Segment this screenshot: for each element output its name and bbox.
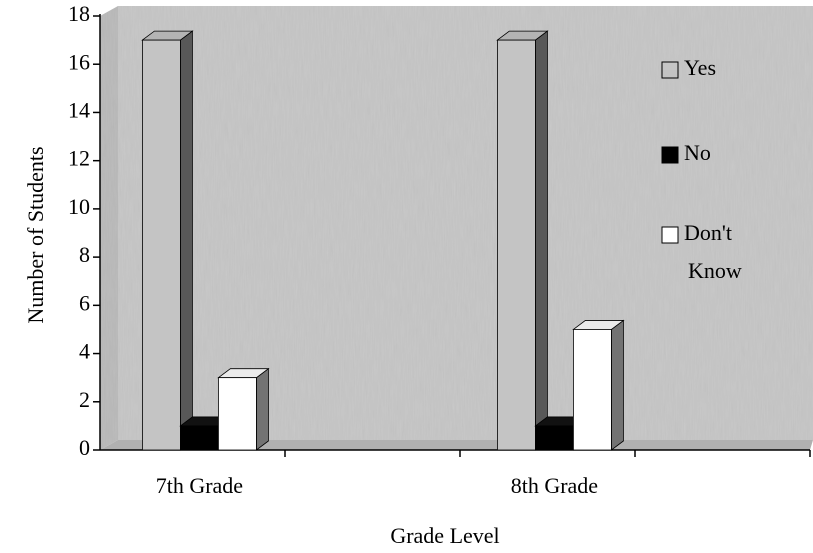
y-tick-label: 4	[79, 339, 90, 364]
legend-swatch	[661, 61, 679, 79]
side-wall	[100, 6, 118, 450]
legend-label: Don't Know	[684, 220, 742, 283]
floor	[100, 440, 813, 450]
y-tick-label: 10	[68, 194, 90, 219]
bar-side	[535, 30, 548, 451]
bar-front	[496, 39, 536, 451]
x-axis-label: Grade Level	[390, 523, 499, 548]
bar-side	[255, 367, 269, 451]
y-tick-label: 14	[68, 97, 90, 122]
x-tick-label: 7th Grade	[156, 473, 243, 498]
y-tick-label: 12	[68, 146, 90, 171]
bar-side	[611, 319, 624, 451]
legend-label: Yes	[684, 55, 716, 80]
back-wall	[118, 6, 813, 440]
bar-front	[217, 377, 257, 451]
bar-front	[573, 329, 612, 451]
y-tick-label: 2	[79, 387, 90, 412]
y-axis-label: Number of Students	[23, 146, 48, 323]
legend-swatch	[661, 226, 679, 244]
bar	[217, 367, 270, 451]
legend-swatch	[661, 146, 679, 164]
bar-side	[179, 30, 193, 451]
bar	[141, 30, 194, 451]
bar-front	[535, 425, 574, 451]
y-tick-label: 0	[79, 435, 90, 460]
x-axis-ticks	[284, 450, 811, 457]
bar	[572, 319, 625, 451]
y-tick-label: 8	[79, 242, 90, 267]
y-tick-label: 18	[68, 1, 90, 26]
bar-front	[179, 425, 219, 451]
y-tick-label: 6	[79, 290, 90, 315]
y-tick-label: 16	[68, 49, 90, 74]
bar-front	[141, 39, 181, 451]
bar	[496, 30, 549, 451]
x-tick-label: 8th Grade	[511, 473, 598, 498]
legend-label: No	[684, 140, 711, 165]
